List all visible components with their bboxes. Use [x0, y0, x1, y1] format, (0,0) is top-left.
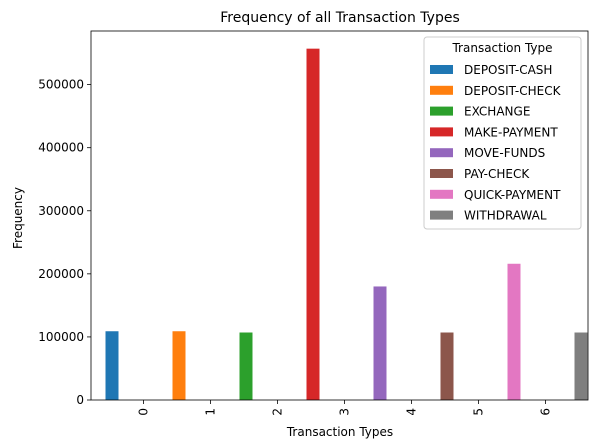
x-tick-label: 0: [137, 408, 151, 416]
x-tick-label: 1: [204, 408, 218, 416]
legend-title: Transaction Type: [451, 41, 552, 55]
bar-move-funds: [373, 286, 387, 400]
x-tick-label: 6: [539, 408, 553, 416]
y-tick-label: 300000: [38, 204, 84, 218]
y-tick-label: 100000: [38, 330, 84, 344]
legend-label: EXCHANGE: [464, 105, 530, 119]
legend-label: WITHDRAWAL: [464, 209, 547, 223]
bar-exchange: [239, 332, 253, 400]
bar-pay-check: [440, 332, 454, 400]
y-tick-label: 500000: [38, 78, 84, 92]
x-tick-label: 3: [338, 408, 352, 416]
legend-swatch: [430, 85, 453, 95]
bar-withdrawal: [574, 332, 588, 400]
legend-swatch: [430, 106, 453, 116]
y-tick-label: 200000: [38, 267, 84, 281]
y-axis-label: Frequency: [11, 187, 25, 249]
y-ticks: 0 100000 200000 300000 400000 500000: [38, 78, 91, 407]
x-tick-label: 4: [405, 408, 419, 416]
x-tick-label: 5: [472, 408, 486, 416]
legend-label: QUICK-PAYMENT: [464, 188, 561, 202]
legend-swatch: [430, 148, 453, 158]
x-axis-label: Transaction Types: [286, 425, 393, 439]
legend-label: MOVE-FUNDS: [464, 146, 545, 160]
legend-swatch: [430, 127, 453, 137]
bar-deposit-check: [172, 331, 186, 400]
legend-swatch: [430, 189, 453, 199]
chart-title: Frequency of all Transaction Types: [220, 10, 460, 26]
bar-deposit-cash: [105, 331, 119, 400]
legend-label: PAY-CHECK: [464, 167, 530, 181]
bars: [105, 48, 588, 401]
y-tick-label: 0: [76, 393, 84, 407]
x-ticks: 01234567: [137, 400, 553, 416]
legend-label: DEPOSIT-CHECK: [464, 84, 562, 98]
legend-swatch: [430, 169, 453, 178]
bar-make-payment: [306, 48, 320, 401]
axes-frame: [90, 30, 589, 401]
legend-swatch: [430, 65, 453, 74]
legend-label: DEPOSIT-CASH: [464, 63, 552, 77]
y-tick-label: 400000: [38, 141, 84, 155]
legend-box: [423, 36, 582, 230]
legend: Transaction Type DEPOSIT-CASH DEPOSIT-CHEC…: [423, 36, 582, 230]
axes: [90, 30, 589, 401]
legend-label: MAKE-PAYMENT: [464, 125, 558, 139]
x-tick-label: 2: [271, 408, 285, 416]
legend-swatch: [430, 210, 453, 220]
bar-quick-payment: [507, 263, 521, 400]
